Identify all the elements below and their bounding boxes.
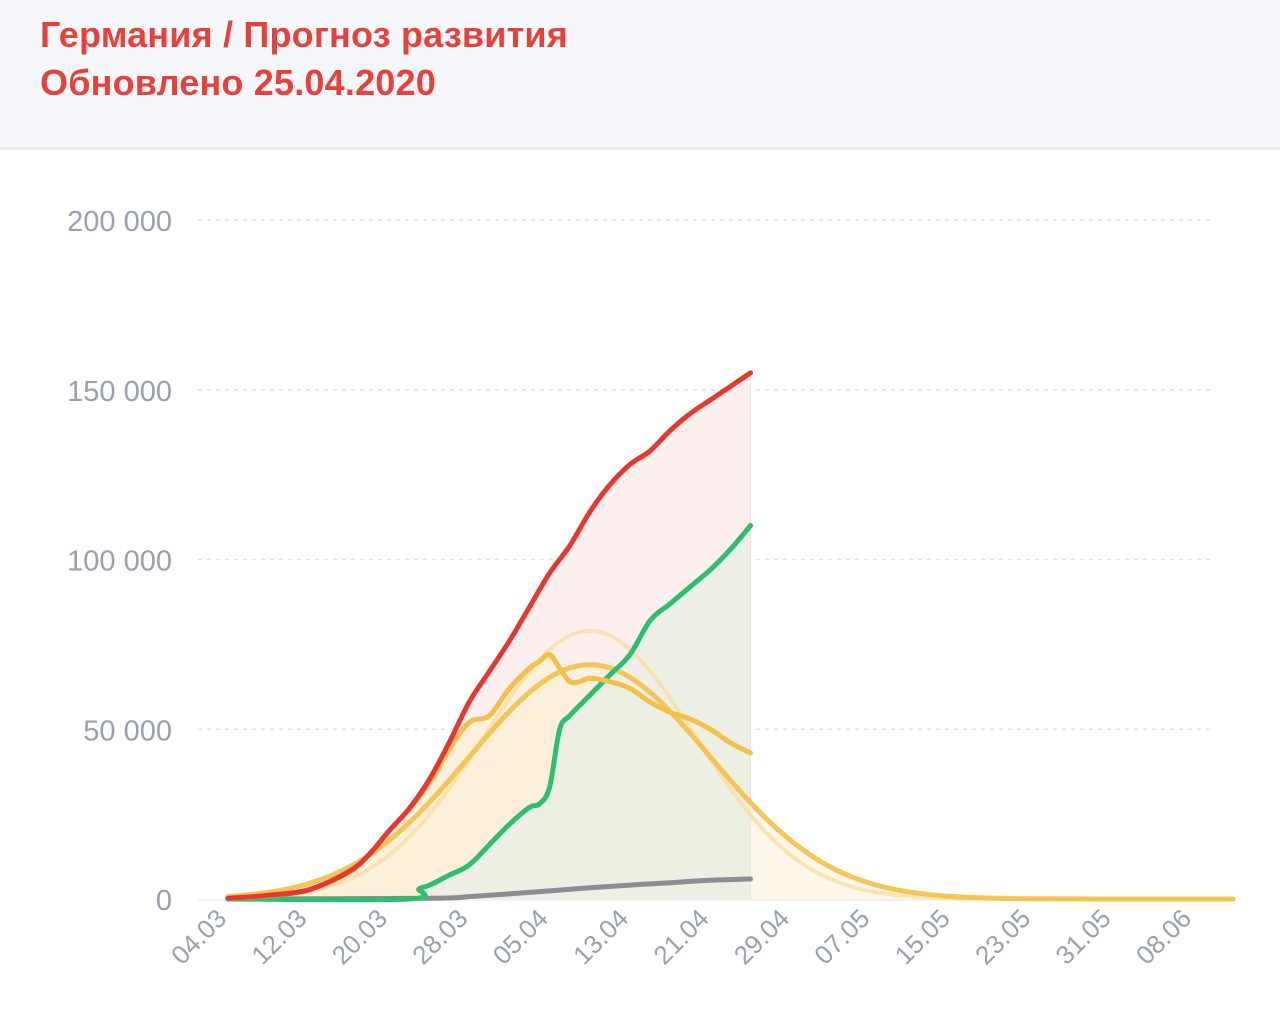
deaths-line [225, 876, 754, 902]
x-tick-label: 21.04 [647, 903, 714, 970]
y-tick-label: 150 000 [67, 376, 172, 408]
y-tick-label: 100 000 [67, 546, 172, 578]
y-tick-label: 50 000 [83, 715, 172, 747]
x-tick-label: 23.05 [969, 903, 1036, 970]
x-axis-ticks: 04.03 12.03 20.03 28.03 05.04 13.04 21.04 29.04… [165, 903, 1197, 970]
x-tick-label: 20.03 [326, 903, 393, 970]
recovered-line [225, 523, 754, 903]
y-tick-label: 0 [156, 885, 172, 917]
x-tick-label: 28.03 [406, 903, 473, 970]
recovered-area [228, 525, 751, 900]
x-tick-label: 05.04 [487, 903, 554, 970]
x-tick-label: 31.05 [1049, 903, 1116, 970]
x-tick-label: 07.05 [808, 903, 875, 970]
area-fills [228, 372, 1233, 900]
chart-title: Германия / Прогноз развития [40, 14, 568, 55]
y-axis-ticks: 0 50 000 100 000 150 000 200 000 [67, 206, 172, 917]
chart-area: 0 50 000 100 000 150 000 200 000 04.03 12.03 2… [0, 150, 1280, 1018]
x-tick-label: 08.06 [1130, 903, 1197, 970]
x-tick-label: 15.05 [889, 903, 956, 970]
cases-line [225, 370, 754, 901]
x-tick-label: 13.04 [567, 903, 634, 970]
chart-header: Германия / Прогноз развития Обновлено 25… [0, 0, 1280, 150]
y-tick-label: 200 000 [67, 206, 172, 238]
series-lines [225, 370, 1236, 903]
x-tick-label: 12.03 [245, 903, 312, 970]
active-forecast-line [225, 662, 1236, 902]
x-tick-label: 29.04 [728, 903, 795, 970]
chart-updated-date: Обновлено 25.04.2020 [40, 62, 436, 103]
x-tick-label: 04.03 [165, 903, 232, 970]
